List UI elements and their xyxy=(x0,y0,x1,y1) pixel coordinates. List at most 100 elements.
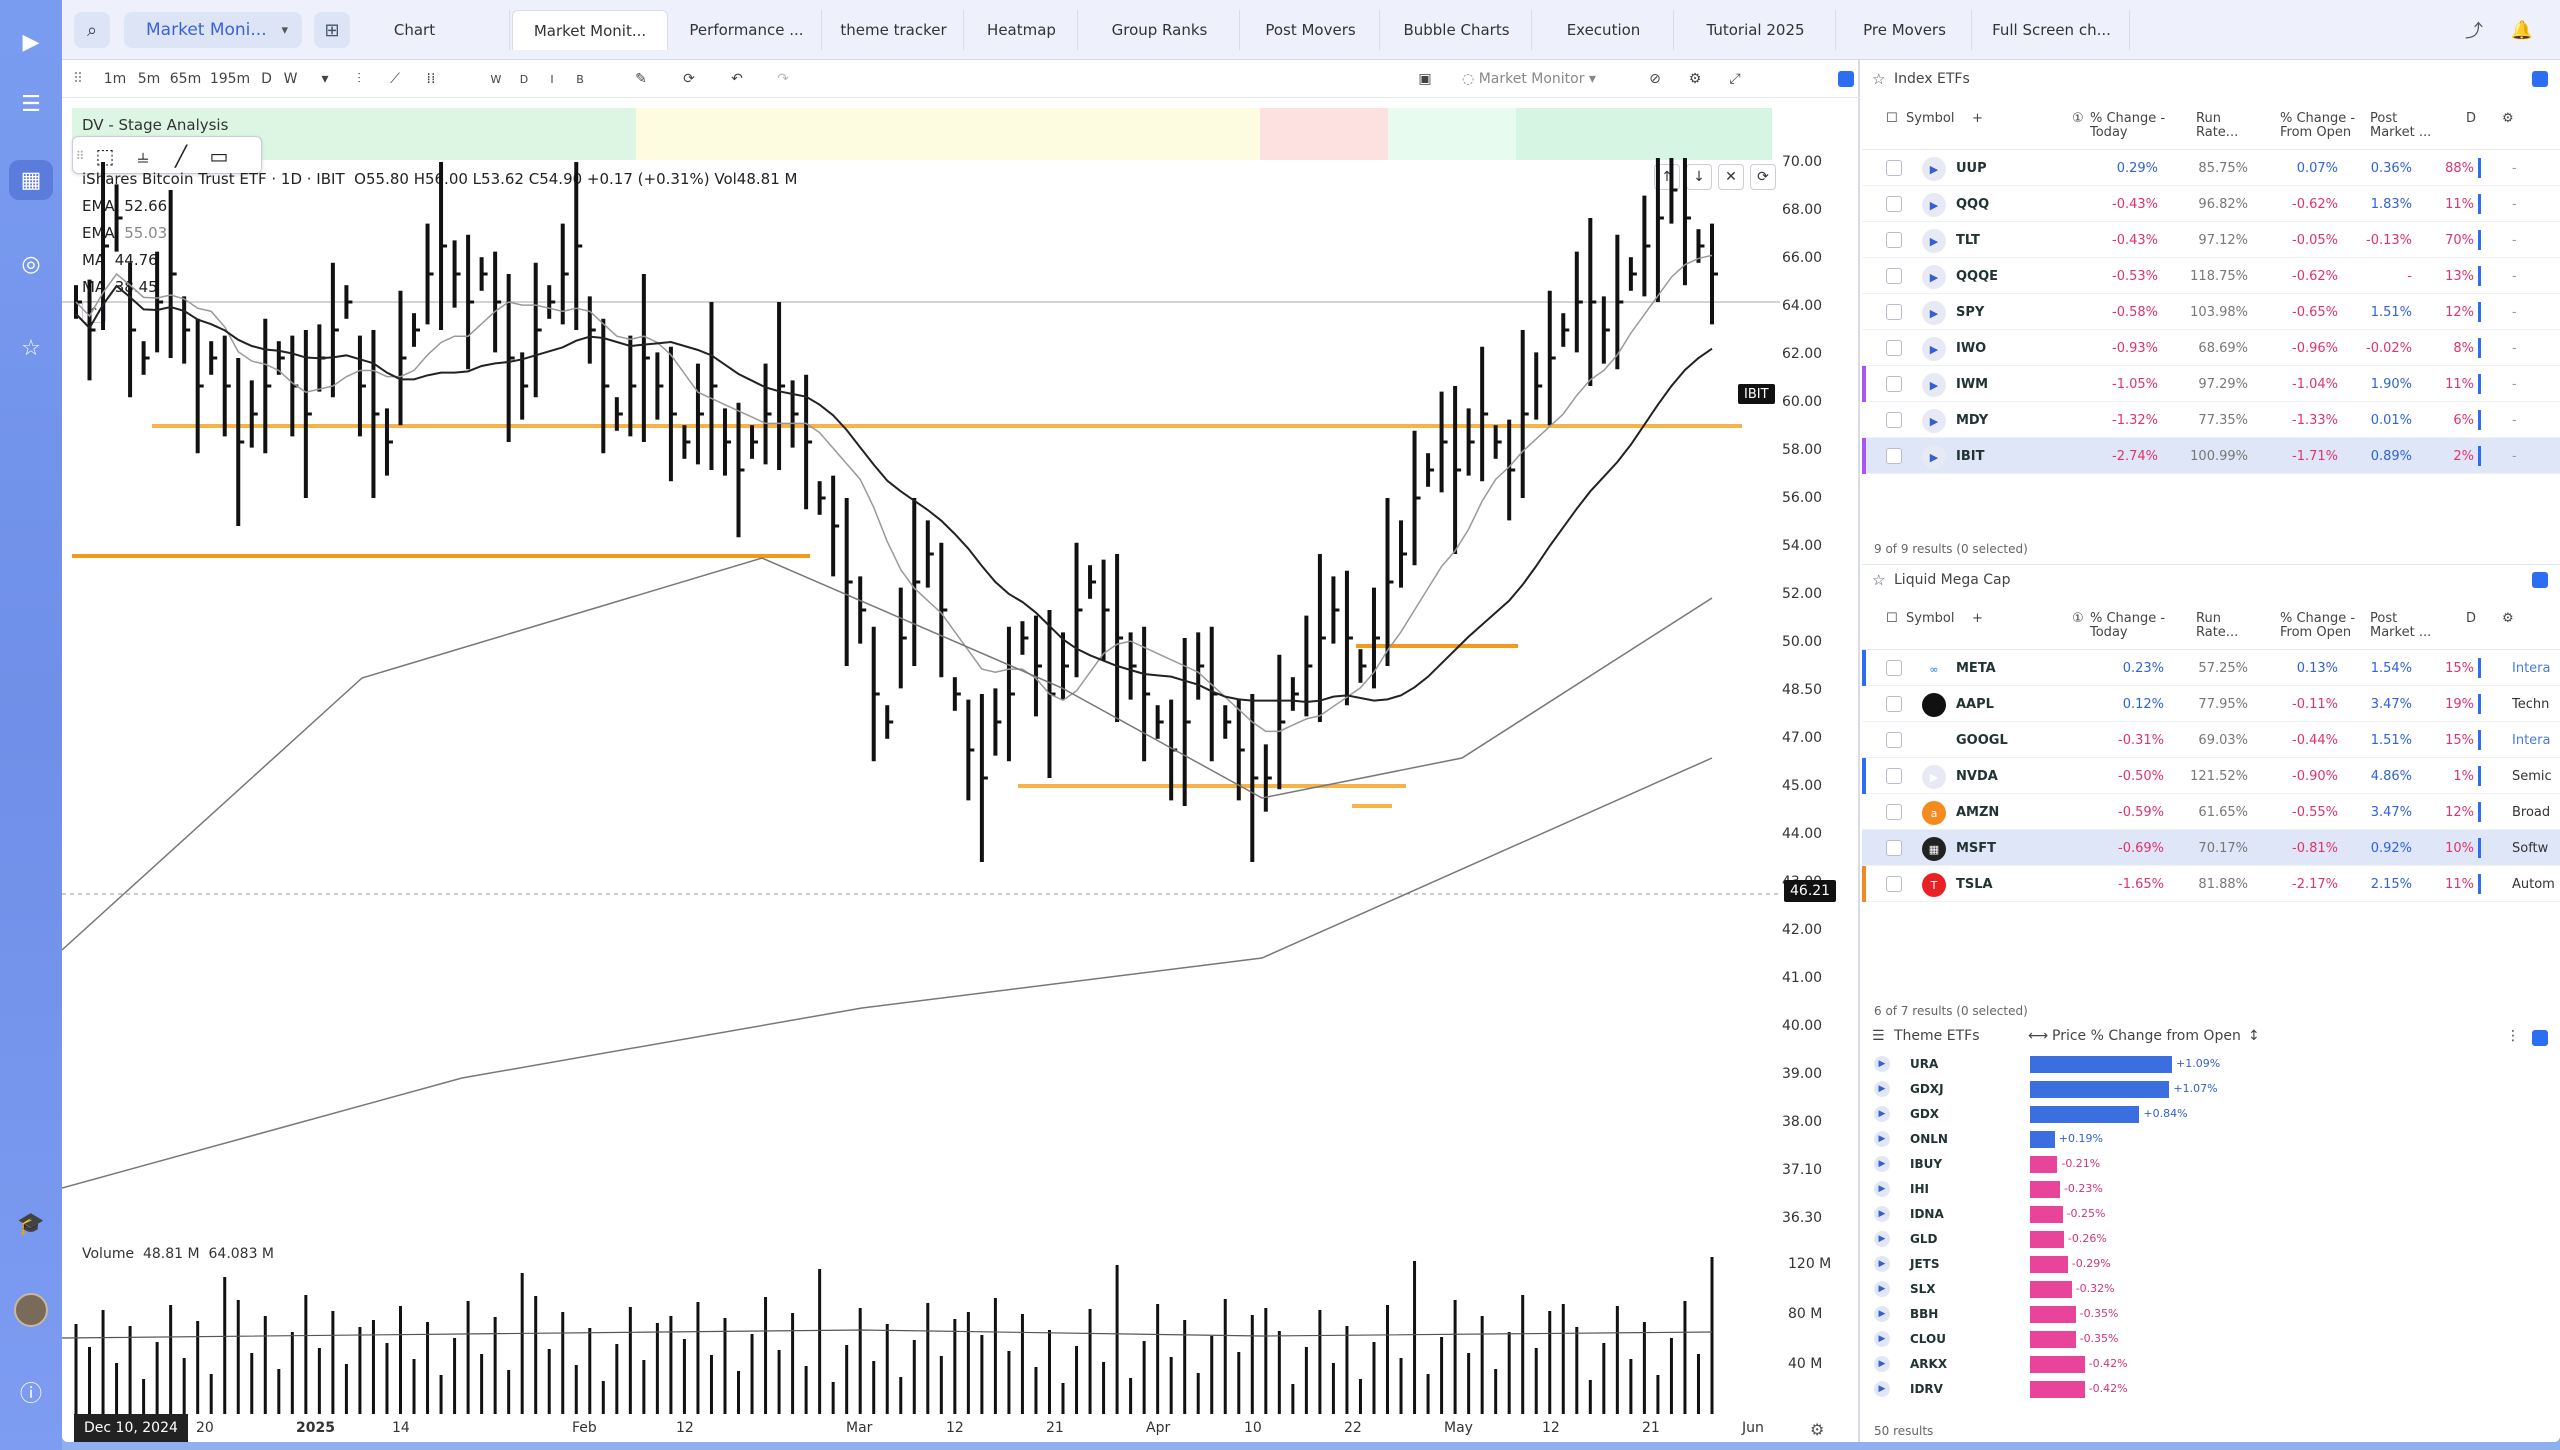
table-row[interactable]: ▶ SPY -0.58% 103.98% -0.65% 1.51% 12% - xyxy=(1862,294,2560,330)
symbol-cell[interactable]: IWO xyxy=(1956,341,1987,356)
refresh-icon[interactable]: ⟳ xyxy=(683,71,695,87)
metric-label[interactable]: Price % Change from Open xyxy=(2052,1028,2241,1044)
toolbar-letter-button[interactable]: D xyxy=(519,72,529,86)
redo-icon[interactable]: ↷ xyxy=(777,71,789,87)
play-icon[interactable]: ▶ xyxy=(1874,1131,1890,1147)
table-row[interactable]: a AMZN -0.59% 61.65% -0.55% 3.47% 12% Broad xyxy=(1862,794,2560,830)
theme-symbol[interactable]: URA xyxy=(1910,1057,1939,1071)
column-header-post-market[interactable]: Post Market ... xyxy=(2370,611,2432,640)
dashboard-icon[interactable]: ▦ xyxy=(9,160,53,200)
sync-toggle[interactable] xyxy=(1838,71,1854,87)
column-header-post-market[interactable]: Post Market ... xyxy=(2370,111,2432,140)
toolbar-letter-button[interactable]: I xyxy=(550,72,554,86)
symbol-cell[interactable]: META xyxy=(1956,661,1996,676)
row-checkbox[interactable] xyxy=(1886,732,1902,748)
comment-tool-icon[interactable]: ▭ xyxy=(209,144,229,168)
table-row[interactable]: ▶ UUP 0.29% 85.75% 0.07% 0.36% 88% - xyxy=(1862,150,2560,186)
list-item[interactable]: ▶ IHI -0.23% xyxy=(1862,1177,2560,1202)
play-icon[interactable]: ▶ xyxy=(1874,1306,1890,1322)
row-checkbox[interactable] xyxy=(1886,412,1902,428)
row-checkbox[interactable] xyxy=(1886,340,1902,356)
column-header-d[interactable]: D xyxy=(2466,611,2477,626)
list-item[interactable]: ▶ CLOU -0.35% xyxy=(1862,1327,2560,1352)
tab-chart[interactable]: Chart xyxy=(320,10,510,50)
symbol-cell[interactable]: AAPL xyxy=(1956,697,1994,712)
theme-symbol[interactable]: CLOU xyxy=(1910,1332,1946,1346)
play-icon[interactable]: ▶ xyxy=(1874,1106,1890,1122)
alert-icon[interactable]: ⊘ xyxy=(1649,71,1661,87)
symbol-cell[interactable]: IWM xyxy=(1956,377,1989,392)
play-icon[interactable]: ▶ xyxy=(1922,193,1946,217)
play-icon[interactable]: ▶ xyxy=(1874,1356,1890,1372)
interval-d[interactable]: D xyxy=(261,71,272,87)
row-checkbox[interactable] xyxy=(1886,768,1902,784)
table-row[interactable]: ▶ NVDA -0.50% 121.52% -0.90% 4.86% 1% Semic xyxy=(1862,758,2560,794)
play-icon[interactable]: ▶ xyxy=(1874,1056,1890,1072)
row-checkbox[interactable] xyxy=(1886,304,1902,320)
layout-button[interactable]: ⊞ xyxy=(314,12,350,48)
row-checkbox[interactable] xyxy=(1886,840,1902,856)
list-item[interactable]: ▶ BBH -0.35% xyxy=(1862,1302,2560,1327)
link-toggle[interactable] xyxy=(2532,71,2548,87)
add-symbol-icon[interactable]: + xyxy=(1972,111,1983,126)
column-header-run-rate[interactable]: Run Rate... xyxy=(2196,611,2239,640)
tab-bubble-charts[interactable]: Bubble Charts xyxy=(1382,10,1532,50)
scroll-down-button[interactable]: ↓ xyxy=(1686,164,1712,190)
price-chart[interactable] xyxy=(62,158,1780,1414)
add-symbol-icon[interactable]: + xyxy=(1972,611,1983,626)
table-row[interactable]: T TSLA -1.65% 81.88% -2.17% 2.15% 11% Autom xyxy=(1862,866,2560,902)
symbol-cell[interactable]: TSLA xyxy=(1956,877,1993,892)
pencil-icon[interactable]: ✎ xyxy=(635,71,647,87)
play-icon[interactable]: ▶ xyxy=(1874,1281,1890,1297)
price-axis[interactable]: 70.00 68.00 66.00 64.00 62.00 60.00 58.00 56.00… xyxy=(1782,154,1860,1278)
undo-icon[interactable]: ↶ xyxy=(731,71,743,87)
star-icon[interactable]: ☆ xyxy=(21,335,41,361)
table-row[interactable]: ▶ MDY -1.32% 77.35% -1.33% 0.01% 6% - xyxy=(1862,402,2560,438)
play-icon[interactable]: ▶ xyxy=(1922,445,1946,469)
column-header-symbol[interactable]: Symbol xyxy=(1906,611,1955,626)
table-row[interactable]: G GOOGL -0.31% 69.03% -0.44% 1.51% 15% Intera xyxy=(1862,722,2560,758)
play-icon[interactable]: ▶ xyxy=(1874,1256,1890,1272)
symbol-cell[interactable]: IBIT xyxy=(1956,449,1985,464)
theme-symbol[interactable]: IDNA xyxy=(1910,1207,1944,1221)
drag-handle-icon[interactable]: ⠿ xyxy=(75,149,85,163)
row-checkbox[interactable] xyxy=(1886,268,1902,284)
symbol-cell[interactable]: SPY xyxy=(1956,305,1985,320)
column-header-symbol[interactable]: Symbol xyxy=(1906,111,1955,126)
list-item[interactable]: ▶ JETS -0.29% xyxy=(1862,1252,2560,1277)
symbol-cell[interactable]: QQQE xyxy=(1956,269,1999,284)
list-item[interactable]: ▶ SLX -0.32% xyxy=(1862,1277,2560,1302)
theme-symbol[interactable]: IHI xyxy=(1910,1182,1929,1196)
play-icon[interactable]: ▶ xyxy=(1874,1231,1890,1247)
monitor-selector[interactable]: ◌ Market Monitor ▾ xyxy=(1462,71,1596,87)
interval-w[interactable]: W xyxy=(283,71,298,87)
column-header-run-rate[interactable]: Run Rate... xyxy=(2196,111,2239,140)
reset-button[interactable]: ⟳ xyxy=(1750,164,1776,190)
tab-full-screen-ch[interactable]: Full Screen ch... xyxy=(1974,10,2130,50)
avatar[interactable] xyxy=(0,1290,62,1330)
row-checkbox[interactable] xyxy=(1886,160,1902,176)
row-checkbox[interactable] xyxy=(1886,660,1902,676)
table-settings-icon[interactable]: ⚙ xyxy=(2502,111,2514,126)
fullscreen-icon[interactable]: ⤢ xyxy=(1729,71,1741,87)
table-row[interactable]: ▶ IBIT -2.74% 100.99% -1.71% 0.89% 2% - xyxy=(1862,438,2560,474)
interval-5m[interactable]: 5m xyxy=(137,71,161,87)
table-settings-icon[interactable]: ⚙ xyxy=(2502,611,2514,626)
trendline-tool-icon[interactable]: ╱ xyxy=(174,144,188,168)
play-icon[interactable]: ▶ xyxy=(1922,409,1946,433)
symbol-cell[interactable]: QQQ xyxy=(1956,197,1990,212)
table-row[interactable]: ▶ QQQE -0.53% 118.75% -0.62% - 13% - xyxy=(1862,258,2560,294)
play-icon[interactable]: ▶ xyxy=(1922,337,1946,361)
list-item[interactable]: ▶ IDNA -0.25% xyxy=(1862,1202,2560,1227)
compare-icon[interactable]: ⟋ xyxy=(390,71,400,87)
link-toggle[interactable] xyxy=(2532,1030,2548,1046)
row-checkbox[interactable] xyxy=(1886,448,1902,464)
list-item[interactable]: ▶ GLD -0.26% xyxy=(1862,1227,2560,1252)
row-checkbox[interactable] xyxy=(1886,696,1902,712)
indicator-icon[interactable]: ⫶ xyxy=(357,71,361,87)
table-row[interactable]: ▦ MSFT -0.69% 70.17% -0.81% 0.92% 10% Softw xyxy=(1862,830,2560,866)
list-item[interactable]: ▶ ARKX -0.42% xyxy=(1862,1352,2560,1377)
theme-symbol[interactable]: SLX xyxy=(1910,1282,1936,1296)
tab-performance[interactable]: Performance ... xyxy=(672,10,822,50)
table-row[interactable]: ▶ IWM -1.05% 97.29% -1.04% 1.90% 11% - xyxy=(1862,366,2560,402)
